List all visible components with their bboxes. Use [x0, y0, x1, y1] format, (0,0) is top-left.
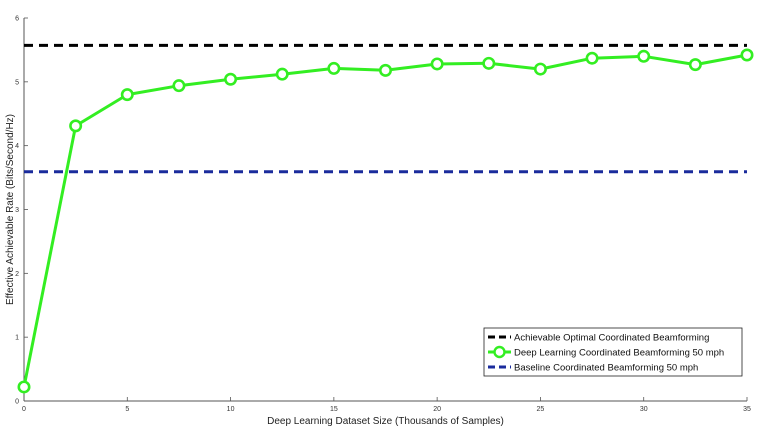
y-tick-label: 2	[15, 271, 19, 278]
x-tick-label: 10	[227, 406, 235, 413]
legend-box	[483, 327, 743, 377]
legend: Achievable Optimal Coordinated Beamformi…	[483, 327, 743, 377]
data-point	[740, 48, 754, 62]
data-point	[224, 72, 238, 86]
series-2	[17, 48, 754, 394]
plot-area	[17, 43, 754, 394]
legend-label: Deep Learning Coordinated Beamforming 50…	[514, 348, 724, 359]
y-tick-label: 4	[15, 143, 19, 150]
data-point	[688, 58, 702, 72]
y-axis-label: Effective Achievable Rate (Bits/Second/H…	[5, 114, 16, 305]
x-tick-label: 30	[640, 406, 648, 413]
y-tick-label: 5	[15, 79, 19, 86]
data-point	[533, 62, 547, 76]
data-point	[69, 119, 83, 133]
data-point	[327, 61, 341, 75]
data-point	[120, 88, 134, 102]
axes: 0 5 10 15 20 25 30 35 0 1 2 3 4 5 6	[15, 16, 751, 414]
x-tick-label: 15	[330, 406, 338, 413]
data-point	[378, 63, 392, 77]
data-point	[17, 380, 31, 394]
x-tick-label: 5	[125, 406, 129, 413]
data-point	[172, 79, 186, 93]
y-tick-label: 6	[15, 16, 19, 23]
x-tick-label: 35	[743, 406, 751, 413]
legend-item: Deep Learning Coordinated Beamforming 50…	[488, 345, 724, 359]
data-point	[482, 56, 496, 70]
legend-marker	[493, 345, 506, 359]
legend-item: Achievable Optimal Coordinated Beamformi…	[488, 333, 709, 344]
x-tick-label: 0	[22, 406, 26, 413]
data-point	[585, 51, 599, 65]
data-point	[637, 49, 651, 63]
legend-label: Baseline Coordinated Beamforming 50 mph	[514, 363, 698, 374]
y-tick-label: 3	[15, 207, 19, 214]
x-tick-label: 25	[537, 406, 545, 413]
y-tick-label: 0	[15, 399, 19, 406]
data-point	[430, 57, 444, 71]
y-tick-label: 1	[15, 335, 19, 342]
x-tick-label: 20	[433, 406, 441, 413]
data-point	[275, 67, 289, 81]
legend-item: Baseline Coordinated Beamforming 50 mph	[488, 363, 698, 374]
legend-label: Achievable Optimal Coordinated Beamformi…	[514, 333, 709, 344]
x-axis-label: Deep Learning Dataset Size (Thousands of…	[267, 416, 504, 427]
